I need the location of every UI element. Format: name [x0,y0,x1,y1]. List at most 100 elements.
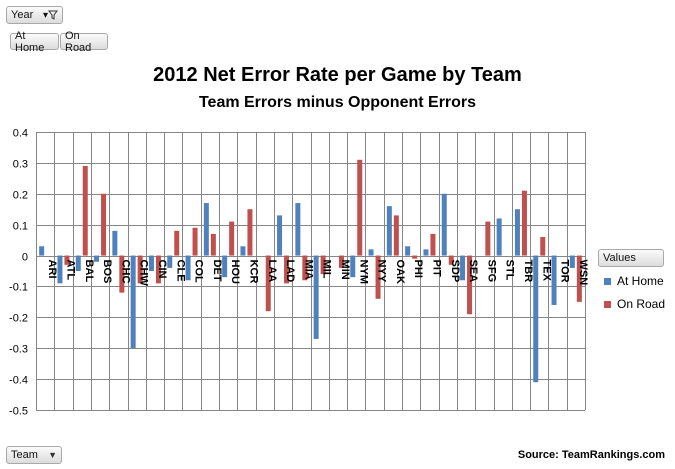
bar-road-phi [412,255,418,259]
x-tick-label: MIA [302,260,314,280]
x-tick-label: PHI [412,260,424,278]
x-tick-label: STL [504,260,516,281]
x-tick-label: PIT [430,260,442,277]
bar-home-sea [460,255,466,281]
bar-road-oak [393,215,399,256]
bar-home-bal [75,255,81,271]
bar-road-tex [540,237,546,256]
chevron-down-icon: ▼ [48,450,57,460]
bar-home-hou [222,255,228,278]
x-tick-label: COL [193,260,205,284]
bar-home-col [185,255,191,281]
bar-road-chc [119,255,125,293]
bar-road-wsn [576,255,582,302]
bar-road-hou [229,221,235,256]
legend-item-on-road: On Road [604,297,665,311]
legend-label-at-home: At Home [617,274,664,288]
bar-home-chc [112,230,118,256]
bar-road-min [338,255,344,268]
x-tick-label: BOS [101,260,113,284]
bar-road-det [210,233,216,256]
bar-home-oak [386,206,392,256]
legend-item-at-home: At Home [604,274,664,288]
legend-swatch-at-home [604,277,611,285]
on-road-button[interactable]: On Road [60,30,108,54]
bar-home-nyy [368,249,374,256]
bar-road-cin [155,255,161,284]
bar-road-mia [302,255,308,281]
bar-home-kcr [240,246,246,256]
x-tick-label: SDP [449,260,461,283]
bar-home-wsn [569,255,575,268]
x-tick-label: BAL [83,260,95,283]
source-note: Source: TeamRankings.com [517,449,665,461]
bar-road-bos [101,193,107,256]
y-tick-label: 0.1 [13,221,28,233]
bar-road-pit [430,233,436,256]
at-home-button-label: At Home [15,29,45,54]
bar-road-sea [467,255,473,315]
bar-road-nym [357,159,363,256]
bar-home-cle [167,255,173,268]
bar-home-mil [313,255,319,339]
x-tick-label: LAA [266,260,278,283]
x-tick-label: ARI [46,260,58,279]
x-tick-label: TEX [540,260,552,282]
x-tick-label: CLE [174,260,186,282]
bar-home-mia [295,203,301,256]
bar-home-stl [496,218,502,256]
x-tick-label: TBR [522,260,534,283]
x-tick-label: LAD [284,260,296,283]
y-tick-label: -0.3 [9,344,28,356]
team-filter-label: Team [11,449,38,461]
at-home-button[interactable]: At Home [10,30,59,54]
bar-road-chw [137,255,143,284]
x-tick-label: MIN [339,260,351,280]
bar-road-kcr [247,209,253,256]
bar-home-pit [423,249,429,256]
x-tick-label: TOR [559,260,571,283]
bar-home-atl [57,255,63,284]
chart-title: 2012 Net Error Rate per Game by Team [153,64,522,86]
bar-home-bos [94,255,100,262]
bar-home-phi [405,246,411,256]
bar-road-atl [64,255,70,265]
bar-road-laa [265,255,271,312]
bar-road-tbr [521,190,527,256]
y-tick-label: 0.3 [13,159,28,171]
filter-dropdown-icon: ▾ [43,10,58,21]
bar-home-tbr [514,209,520,256]
legend-label-on-road: On Road [617,297,666,311]
x-tick-label: KCR [247,260,259,284]
year-filter-button[interactable]: Year ▾ [6,6,63,24]
y-tick-label: -0.1 [9,282,28,294]
x-tick-label: SEA [467,260,479,283]
y-tick-label: 0.2 [13,190,28,202]
x-tick-label: DET [211,260,223,282]
values-legend-label: Values [603,252,636,264]
x-tick-label: SFG [485,260,497,283]
bar-home-nym [350,255,356,278]
bar-road-sdp [448,255,454,265]
x-tick-label: ATL [64,260,76,281]
values-legend-header[interactable]: Values [598,249,664,267]
bar-road-nyy [375,255,381,299]
chart-subtitle: Team Errors minus Opponent Errors [198,94,477,111]
bar-road-mil [320,255,326,275]
bar-home-tex [533,255,539,383]
x-tick-label: CIN [156,260,168,279]
bar-home-sdp [441,193,447,256]
x-tick-label: NYM [357,260,369,284]
x-tick-label: CHW [138,260,150,287]
y-tick-label: -0.2 [9,313,28,325]
bar-road-sfg [485,221,491,256]
bar-home-ari [39,246,45,256]
bar-home-tor [551,255,557,305]
y-tick-label: 0 [22,252,28,264]
bar-home-cin [148,255,154,271]
bar-home-det [203,203,209,256]
team-filter-button[interactable]: Team ▼ [6,446,62,464]
x-tick-label: NYY [376,260,388,283]
bar-home-lad [277,215,283,256]
